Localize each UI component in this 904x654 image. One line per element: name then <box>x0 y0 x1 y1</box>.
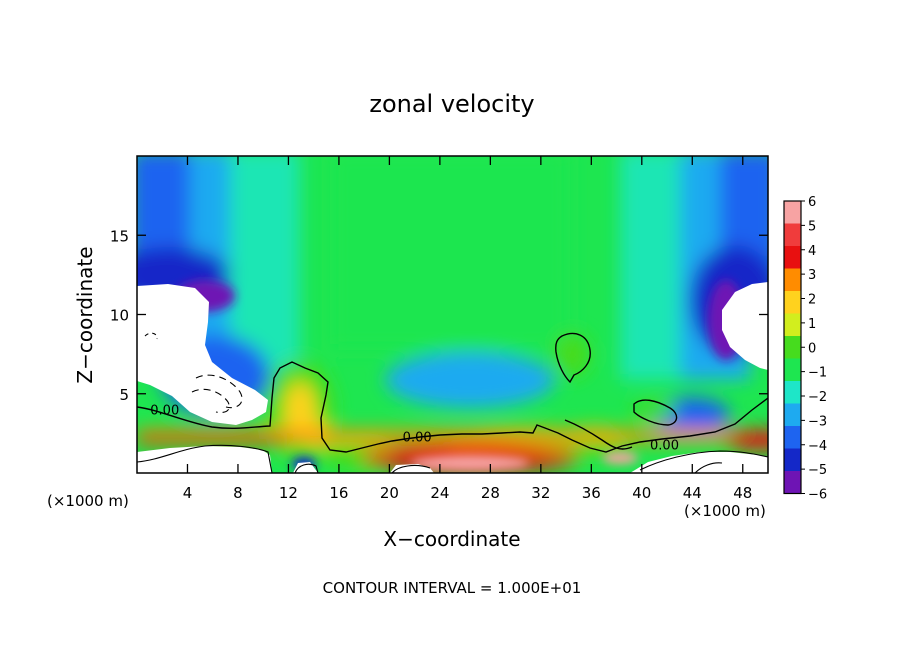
field-region-red-base <box>137 436 287 444</box>
velocity-field <box>137 156 768 473</box>
zero-contour-lower-right <box>639 450 768 471</box>
x-unit-left: (×1000 m) <box>47 492 129 510</box>
x-axis-label: X−coordinate <box>383 527 520 551</box>
colorbar-swatch <box>784 448 801 471</box>
colorbar-tick-label: 4 <box>808 244 816 259</box>
colorbar-swatch <box>784 471 801 494</box>
x-tick-label: 40 <box>632 484 651 502</box>
field-region-white-right <box>722 282 768 370</box>
field-region-green-patch-right <box>633 400 677 420</box>
colorbar-tick-label: 0 <box>808 341 816 356</box>
contour-interval-note: CONTOUR INTERVAL = 1.000E+01 <box>323 579 582 597</box>
contour-labels: 0.00 0.00 0.00 <box>150 404 679 454</box>
field-region-blue-mid-low <box>385 352 555 408</box>
colorbar-tick-label: 3 <box>808 268 816 283</box>
x-tick-label: 32 <box>531 484 550 502</box>
field-region-white-ground-right <box>630 452 768 473</box>
field-region-white-left <box>137 284 268 425</box>
field-region-red-core-right <box>725 430 768 450</box>
colorbar-swatch <box>784 291 801 314</box>
colorbar-tick-label: −2 <box>808 390 827 405</box>
field-region-white-ground-left <box>137 446 272 473</box>
colorbar-swatch <box>784 336 801 359</box>
zero-contour-lower-right-inner <box>694 462 723 473</box>
negative-contour-dashed-3 <box>144 332 158 340</box>
colorbar-swatch <box>784 381 801 404</box>
x-tick-label: 4 <box>183 484 193 502</box>
field-region-mid-green <box>330 156 570 350</box>
x-tick-label: 36 <box>582 484 601 502</box>
colorbar-tick-label: 2 <box>808 293 816 308</box>
y-axis: 5 10 15 <box>110 227 768 404</box>
zero-contour-blob-right <box>633 399 678 426</box>
colorbar-swatch <box>784 426 801 449</box>
y-axis-label: Z−coordinate <box>73 246 97 383</box>
contour-label: 0.00 <box>403 431 432 446</box>
x-tick-label: 20 <box>380 484 399 502</box>
zero-contour-ground-notch <box>294 463 319 473</box>
zero-contour-ridge <box>564 419 633 450</box>
zero-contour-main <box>137 361 768 453</box>
field-region-yellow-column <box>284 382 316 442</box>
colorbar-swatch <box>784 358 801 381</box>
x-tick-label: 44 <box>683 484 702 502</box>
x-tick-label: 12 <box>279 484 298 502</box>
colorbar-swatch <box>784 201 801 224</box>
colorbar-tick-label: −4 <box>808 439 827 454</box>
colorbar-tick-label: −3 <box>808 414 827 429</box>
contour-lines <box>137 332 768 473</box>
field-region-pink-core-right <box>602 452 638 464</box>
zero-contour-lower <box>137 444 273 473</box>
zero-contour-ground-mid <box>391 464 431 473</box>
colorbar-swatch <box>784 268 801 291</box>
y-tick-label: 5 <box>119 386 129 404</box>
field-region-orange-base <box>137 430 768 442</box>
x-tick-label: 16 <box>329 484 348 502</box>
colorbar: 6 5 4 3 2 1 0 −1 −2 −3 −4 −5 −6 <box>783 195 827 503</box>
negative-contour-dashed-1 <box>195 374 243 409</box>
colorbar-tick-label: −5 <box>808 463 827 478</box>
colorbar-tick-label: 1 <box>808 317 816 332</box>
negative-contour-dashed-2 <box>191 388 230 414</box>
colorbar-tick-label: −1 <box>808 366 827 381</box>
zero-contour-blob-upper <box>555 332 591 384</box>
colorbar-swatch <box>784 223 801 246</box>
x-unit-right: (×1000 m) <box>684 502 766 520</box>
colorbar-swatch <box>784 313 801 336</box>
chart-title: zonal velocity <box>369 90 534 118</box>
x-tick-label: 8 <box>233 484 243 502</box>
colorbar-tick-label: 6 <box>808 195 816 210</box>
colorbar-tick-label: −6 <box>808 488 827 503</box>
field-region-green-blob-upper <box>554 333 590 377</box>
x-tick-label: 24 <box>430 484 449 502</box>
x-tick-label: 48 <box>733 484 752 502</box>
contour-label: 0.00 <box>150 404 179 419</box>
colorbar-swatch <box>784 246 801 269</box>
y-tick-label: 15 <box>110 227 129 245</box>
x-tick-label: 28 <box>481 484 500 502</box>
x-axis: 4 8 12 16 20 24 28 32 36 40 44 48 <box>183 156 752 502</box>
y-tick-label: 10 <box>110 307 129 325</box>
colorbar-swatch <box>784 403 801 426</box>
contour-label: 0.00 <box>650 438 679 453</box>
colorbar-tick-label: 5 <box>808 219 816 234</box>
